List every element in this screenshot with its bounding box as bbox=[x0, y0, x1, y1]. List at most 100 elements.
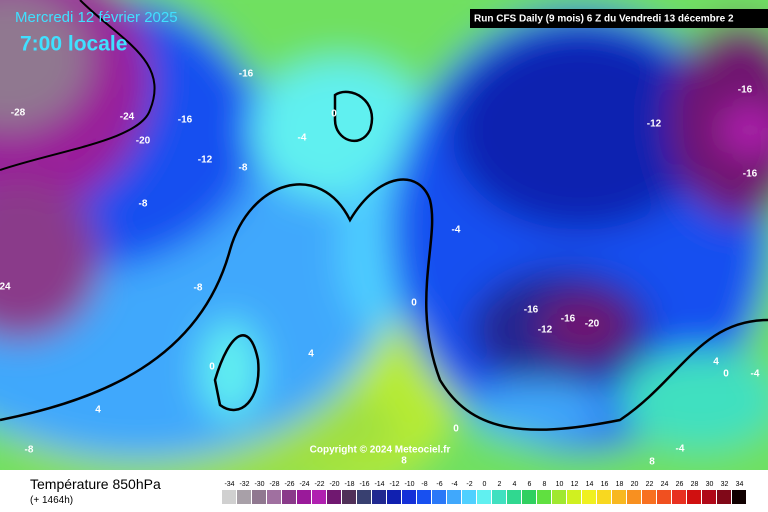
legend-swatch bbox=[312, 490, 326, 504]
legend-label: -8 bbox=[421, 481, 427, 488]
contour-label: -8 bbox=[239, 163, 248, 174]
contour-label: -4 bbox=[676, 444, 685, 455]
legend-label: 30 bbox=[706, 481, 714, 488]
contour-label: 4 bbox=[713, 357, 719, 368]
contour-label: -8 bbox=[25, 445, 34, 456]
footer-lead: (+ 1464h) bbox=[30, 495, 74, 506]
legend-swatch bbox=[537, 490, 551, 504]
legend-label: 14 bbox=[586, 481, 594, 488]
contour-label: 4 bbox=[308, 349, 314, 360]
legend-swatch bbox=[552, 490, 566, 504]
legend-swatch bbox=[492, 490, 506, 504]
date: Mercredi 12 février 2025 bbox=[15, 9, 178, 26]
legend-swatch bbox=[582, 490, 596, 504]
contour-label: 0 bbox=[331, 109, 337, 120]
legend-label: 20 bbox=[631, 481, 639, 488]
legend-swatch bbox=[357, 490, 371, 504]
legend-swatch bbox=[597, 490, 611, 504]
contour-label: -4 bbox=[751, 369, 760, 380]
legend-swatch bbox=[672, 490, 686, 504]
legend-label: -18 bbox=[344, 481, 354, 488]
run-box bbox=[470, 9, 768, 28]
legend-swatch bbox=[702, 490, 716, 504]
legend-label: -32 bbox=[239, 481, 249, 488]
legend-label: 18 bbox=[616, 481, 624, 488]
legend-label: -16 bbox=[359, 481, 369, 488]
legend-label: 24 bbox=[661, 481, 669, 488]
contour-label: -4 bbox=[452, 225, 461, 236]
contour-label: 8 bbox=[649, 457, 655, 468]
map: Mercredi 12 février 2025 7:00 locale Run… bbox=[0, 0, 768, 470]
legend-label: 8 bbox=[543, 481, 547, 488]
footer-title: Température 850hPa bbox=[30, 476, 161, 492]
legend-label: 6 bbox=[528, 481, 532, 488]
contour-label: 4 bbox=[95, 405, 101, 416]
contour-label: -12 bbox=[538, 325, 553, 336]
time: 7:00 locale bbox=[20, 33, 127, 56]
legend-label: 16 bbox=[601, 481, 609, 488]
contour-label: -16 bbox=[178, 115, 193, 126]
legend-swatch bbox=[237, 490, 251, 504]
contour-label: 8 bbox=[401, 456, 407, 467]
contour-label: -16 bbox=[239, 69, 254, 80]
legend-swatch bbox=[432, 490, 446, 504]
color-legend: -34 -32 -30 -28 -26 -24 -22 -20 -18 -16 -14 -12 -10-… bbox=[222, 481, 746, 504]
footer: Température 850hPa (+ 1464h) -34 -32 -30 -2… bbox=[0, 470, 768, 512]
zero-isotherm bbox=[333, 90, 374, 142]
legend-swatch bbox=[627, 490, 641, 504]
legend-swatch bbox=[297, 490, 311, 504]
legend-label: 32 bbox=[721, 481, 729, 488]
contour-label: -8 bbox=[139, 199, 148, 210]
legend-label: -12 bbox=[389, 481, 399, 488]
legend-swatch bbox=[342, 490, 356, 504]
legend-swatch bbox=[447, 490, 461, 504]
zero-isotherm bbox=[0, 178, 768, 431]
temperature-field bbox=[0, 0, 768, 470]
run-info: Run CFS Daily (9 mois) 6 Z du Vendredi 1… bbox=[474, 14, 734, 25]
legend-swatch bbox=[477, 490, 491, 504]
contour-label: -24 bbox=[120, 112, 135, 123]
contour-label: -12 bbox=[198, 155, 213, 166]
contour-label: -4 bbox=[298, 133, 307, 144]
contour-label: -20 bbox=[585, 319, 600, 330]
copyright: Copyright © 2024 Meteociel.fr bbox=[310, 445, 451, 456]
contour-label: -16 bbox=[524, 305, 539, 316]
contour-label: -20 bbox=[136, 136, 151, 147]
contour-label: 0 bbox=[209, 362, 215, 373]
legend-label: -30 bbox=[254, 481, 264, 488]
legend-swatch bbox=[282, 490, 296, 504]
legend-label: 28 bbox=[691, 481, 699, 488]
legend-swatch bbox=[387, 490, 401, 504]
contour-label: -16 bbox=[743, 169, 758, 180]
isotherm bbox=[0, 0, 156, 171]
legend-swatch bbox=[402, 490, 416, 504]
legend-swatch bbox=[657, 490, 671, 504]
legend-swatch bbox=[252, 490, 266, 504]
legend-swatch bbox=[327, 490, 341, 504]
legend-label: -28 bbox=[269, 481, 279, 488]
legend-label: -6 bbox=[436, 481, 442, 488]
contour-label: 0 bbox=[411, 298, 417, 309]
contour-label: -16 bbox=[561, 314, 576, 325]
legend-swatch bbox=[417, 490, 431, 504]
legend-swatch bbox=[222, 490, 236, 504]
legend-label: 10 bbox=[556, 481, 564, 488]
contour-label: 24 bbox=[0, 282, 11, 293]
legend-swatch bbox=[267, 490, 281, 504]
legend-label: -2 bbox=[466, 481, 472, 488]
legend-label: -22 bbox=[314, 481, 324, 488]
legend-swatch bbox=[642, 490, 656, 504]
contour-label: -12 bbox=[647, 119, 662, 130]
legend-label: -20 bbox=[329, 481, 339, 488]
legend-swatch bbox=[372, 490, 386, 504]
legend-label: -24 bbox=[299, 481, 309, 488]
contour-label: -16 bbox=[738, 85, 753, 96]
legend-label: -14 bbox=[374, 481, 384, 488]
contour-label: 0 bbox=[453, 424, 459, 435]
legend-swatch bbox=[567, 490, 581, 504]
legend-label: 0 bbox=[483, 481, 487, 488]
legend-label: 12 bbox=[571, 481, 579, 488]
contour-label: -28 bbox=[11, 108, 26, 119]
legend-swatch bbox=[507, 490, 521, 504]
